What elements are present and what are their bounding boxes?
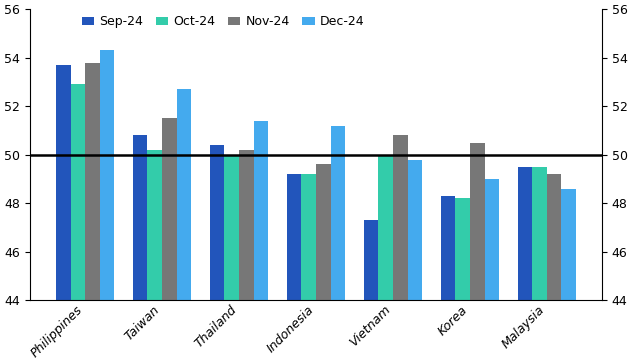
Bar [224,155,239,300]
Bar [210,145,224,300]
Bar [287,174,301,300]
Bar [162,118,177,300]
Bar [393,135,408,300]
Bar [470,143,485,300]
Bar [239,150,253,300]
Bar [177,89,191,300]
Bar [532,167,547,300]
Bar [85,63,100,300]
Bar [363,220,379,300]
Bar [100,50,114,300]
Bar [408,159,422,300]
Bar [547,174,561,300]
Bar [301,174,316,300]
Bar [441,196,455,300]
Bar [133,135,147,300]
Bar [316,165,331,300]
Bar [379,155,393,300]
Bar [56,65,71,300]
Bar [561,189,576,300]
Legend: Sep-24, Oct-24, Nov-24, Dec-24: Sep-24, Oct-24, Nov-24, Dec-24 [82,15,364,28]
Bar [455,198,470,300]
Bar [71,84,85,300]
Bar [485,179,499,300]
Bar [147,150,162,300]
Bar [253,121,269,300]
Bar [331,126,345,300]
Bar [518,167,532,300]
